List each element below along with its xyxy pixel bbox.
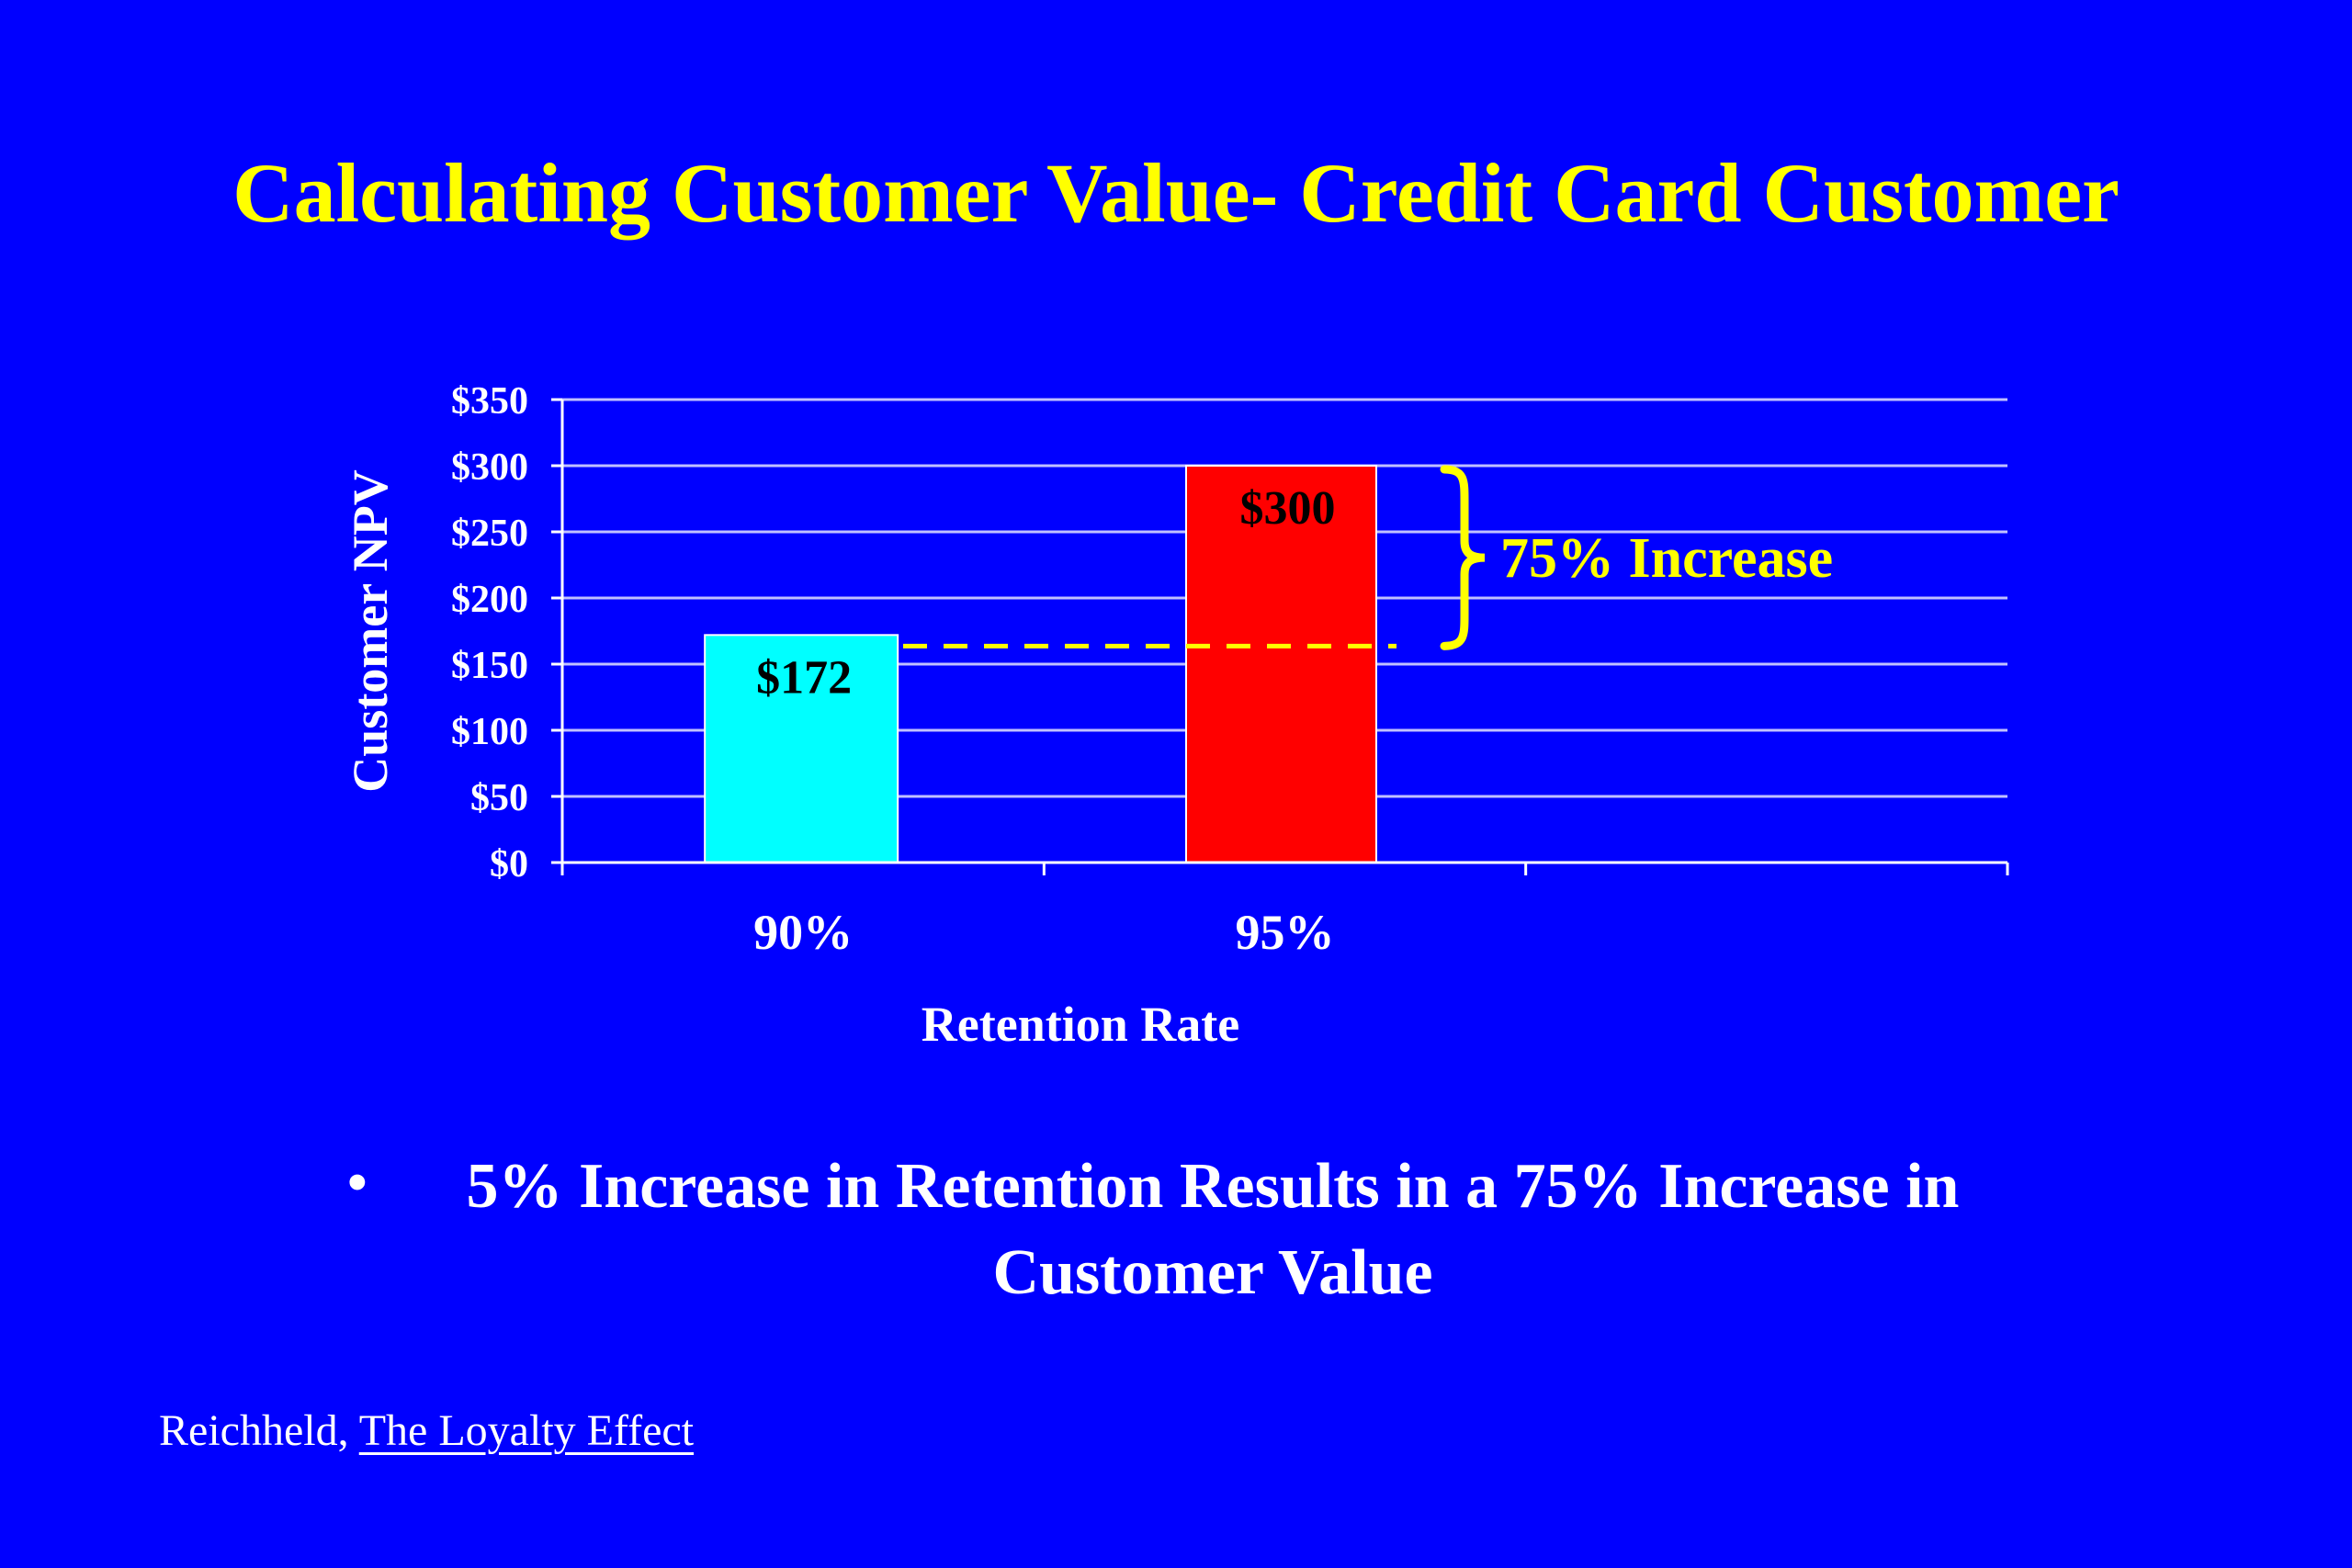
- bullet-point: •: [347, 1152, 368, 1214]
- x-axis-label: Retention Rate: [922, 997, 1239, 1052]
- data-label: $172: [756, 651, 852, 704]
- x-tick-label: 95%: [1236, 905, 1335, 960]
- increase-annotation-text: 75% Increase: [1500, 527, 1833, 590]
- y-axis-label: Customer NPV: [343, 469, 398, 792]
- x-tick-label: 90%: [753, 905, 853, 960]
- y-tick-label: $0: [490, 843, 528, 886]
- curly-brace: [1440, 465, 1486, 650]
- axes: $0 $50 $100 $150 $200 $250 $300 $350 90% 95%: [451, 380, 2009, 960]
- data-label: $300: [1240, 482, 1336, 535]
- y-tick-label: $250: [451, 513, 528, 555]
- y-tick-label: $50: [470, 777, 528, 819]
- slide-title: Calculating Customer Value- Credit Card …: [232, 146, 2120, 240]
- y-tick-label: $350: [451, 380, 528, 423]
- y-tick-label: $200: [451, 579, 528, 621]
- increase-annotation: 75% Increase: [903, 465, 1833, 650]
- citation-book-title: The Loyalty Effect: [358, 1406, 695, 1455]
- y-tick-label: $300: [451, 446, 528, 489]
- takeaway-text: 5% Increase in Retention Results in a 75…: [466, 1151, 1960, 1308]
- bars: $172 $300: [704, 465, 1377, 863]
- bar-95pct: [1185, 465, 1377, 863]
- citation: Reichheld, The Loyalty Effect: [159, 1405, 694, 1456]
- y-tick-label: $100: [451, 711, 528, 753]
- y-tick-label: $150: [451, 645, 528, 687]
- citation-author: Reichheld,: [159, 1406, 359, 1455]
- takeaway-bullet: • 5% Increase in Retention Results in a …: [331, 1144, 2095, 1316]
- bar-90pct: [704, 634, 899, 863]
